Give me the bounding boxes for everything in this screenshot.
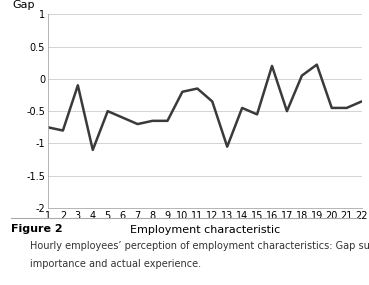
Text: Gap: Gap <box>12 0 34 10</box>
Text: Hourly employees’ perception of employment characteristics: Gap summary between : Hourly employees’ perception of employme… <box>30 241 369 251</box>
X-axis label: Employment characteristic: Employment characteristic <box>130 225 280 235</box>
Text: Figure 2: Figure 2 <box>11 224 63 234</box>
Text: importance and actual experience.: importance and actual experience. <box>30 259 201 269</box>
